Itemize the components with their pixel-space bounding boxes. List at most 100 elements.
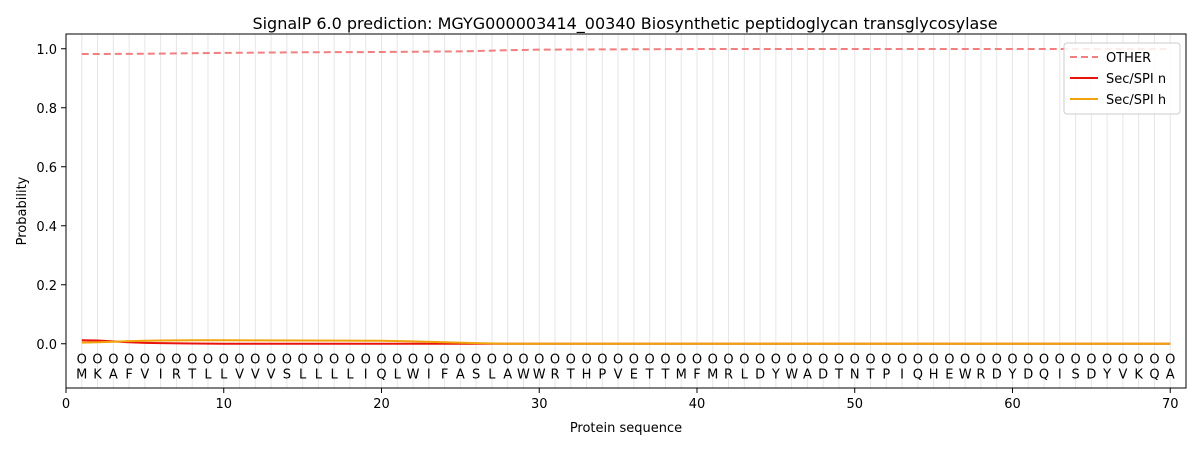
- region-marker: O: [534, 353, 544, 368]
- residue-label: I: [1058, 367, 1062, 382]
- region-marker: O: [282, 353, 292, 368]
- residue-label: I: [427, 367, 431, 382]
- y-tick-label: 0.6: [36, 161, 57, 176]
- y-tick-label: 0.8: [36, 102, 57, 117]
- residue-label: P: [882, 367, 890, 382]
- region-marker: O: [613, 353, 623, 368]
- residue-label: Y: [771, 367, 780, 382]
- residue-label: W: [533, 367, 546, 382]
- residue-label: S: [472, 367, 480, 382]
- residue-label: L: [220, 367, 228, 382]
- region-marker: O: [960, 353, 970, 368]
- region-marker: O: [1118, 353, 1128, 368]
- region-marker: O: [913, 353, 923, 368]
- residue-label: E: [945, 367, 953, 382]
- residue-label: P: [598, 367, 606, 382]
- region-marker: O: [708, 353, 718, 368]
- y-tick-label: 1.0: [36, 43, 57, 58]
- x-tick-label: 10: [215, 397, 232, 412]
- region-marker: O: [1134, 353, 1144, 368]
- region-marker: O: [818, 353, 828, 368]
- region-marker: O: [850, 353, 860, 368]
- sequence-layer: OMOKOAOFOVOIOROTOLOLOVOVOVOSOLOLOLOLOIOQ…: [76, 353, 1175, 383]
- region-marker: O: [298, 353, 308, 368]
- residue-label: Y: [1102, 367, 1111, 382]
- residue-label: T: [566, 367, 575, 382]
- x-tick-label: 70: [1162, 397, 1179, 412]
- chart-title: SignalP 6.0 prediction: MGYG000003414_00…: [252, 14, 997, 34]
- region-marker: O: [1149, 353, 1159, 368]
- residue-label: A: [456, 367, 465, 382]
- region-marker: O: [361, 353, 371, 368]
- y-axis: 0.0 0.2 0.4 0.6 0.8 1.0: [36, 43, 66, 353]
- residue-label: V: [251, 367, 260, 382]
- region-marker: O: [692, 353, 702, 368]
- region-marker: O: [881, 353, 891, 368]
- region-marker: O: [865, 353, 875, 368]
- residue-label: W: [959, 367, 972, 382]
- region-marker: O: [518, 353, 528, 368]
- region-marker: O: [1007, 353, 1017, 368]
- residue-label: T: [866, 367, 875, 382]
- x-axis-label: Protein sequence: [570, 421, 682, 436]
- residue-label: D: [992, 367, 1002, 382]
- residue-label: D: [818, 367, 828, 382]
- region-marker: O: [1165, 353, 1175, 368]
- region-marker: O: [739, 353, 749, 368]
- region-marker: O: [1102, 353, 1112, 368]
- legend-box: [1063, 42, 1181, 115]
- x-tick-label: 20: [373, 397, 390, 412]
- x-tick-label: 0: [62, 397, 70, 412]
- residue-label: F: [693, 367, 700, 382]
- region-marker: O: [976, 353, 986, 368]
- plot-frame: [65, 33, 1187, 389]
- region-marker: O: [250, 353, 260, 368]
- residue-label: V: [614, 367, 623, 382]
- residue-label: Y: [1008, 367, 1017, 382]
- residue-label: W: [517, 367, 530, 382]
- residue-label: A: [109, 367, 118, 382]
- x-axis: 0 10 20 30 40 50 60 70: [62, 388, 1179, 412]
- region-marker: O: [802, 353, 812, 368]
- residue-label: V: [1118, 367, 1127, 382]
- region-marker: O: [471, 353, 481, 368]
- residue-label: Q: [1149, 367, 1159, 382]
- residue-label: S: [283, 367, 291, 382]
- region-marker: O: [408, 353, 418, 368]
- region-marker: O: [834, 353, 844, 368]
- region-marker: O: [992, 353, 1002, 368]
- region-marker: O: [944, 353, 954, 368]
- region-marker: O: [581, 353, 591, 368]
- x-tick-label: 60: [1004, 397, 1021, 412]
- legend: OTHER Sec/SPI n Sec/SPI h: [1063, 42, 1181, 115]
- region-marker: O: [329, 353, 339, 368]
- region-marker: O: [660, 353, 670, 368]
- residue-label: L: [331, 367, 339, 382]
- residue-label: R: [550, 367, 559, 382]
- residue-label: V: [235, 367, 244, 382]
- residue-label: A: [803, 367, 812, 382]
- region-marker: O: [597, 353, 607, 368]
- residue-label: A: [1166, 367, 1175, 382]
- region-marker: O: [92, 353, 102, 368]
- residue-label: M: [76, 367, 87, 382]
- residue-label: L: [394, 367, 402, 382]
- region-marker: O: [313, 353, 323, 368]
- residue-label: L: [488, 367, 496, 382]
- residue-label: K: [93, 367, 102, 382]
- residue-label: T: [660, 367, 669, 382]
- region-marker: O: [928, 353, 938, 368]
- region-marker: O: [455, 353, 465, 368]
- region-marker: O: [487, 353, 497, 368]
- residue-label: D: [755, 367, 765, 382]
- residue-label: M: [707, 367, 718, 382]
- residue-label: I: [159, 367, 163, 382]
- y-tick-label: 0.4: [36, 220, 57, 235]
- x-tick-label: 30: [531, 397, 548, 412]
- residue-label: T: [645, 367, 654, 382]
- residue-label: T: [834, 367, 843, 382]
- residue-label: K: [1134, 367, 1143, 382]
- residue-label: Q: [376, 367, 386, 382]
